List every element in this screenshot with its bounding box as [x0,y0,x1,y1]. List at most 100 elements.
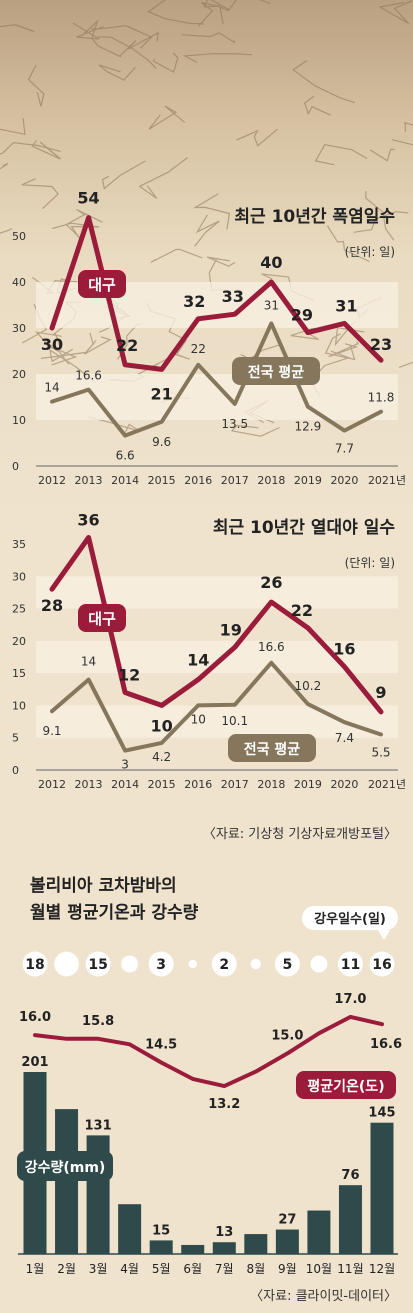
chart1-grid-bands [36,282,398,467]
rain-day-circle [274,951,300,977]
grid-band [36,576,398,609]
chart1-national-value: 22 [191,342,206,356]
chart2-x-tick: 2020 [330,778,358,791]
chart1-national-value: 16.6 [75,369,102,383]
chart2-daegu-value: 10 [151,716,173,735]
chart1-x-tick: 2014 [111,474,139,487]
temperature-value: 15.8 [82,1014,114,1029]
crack-line [182,53,253,64]
chart2-x-tick: 2013 [75,778,103,791]
precip-value: 15 [152,1223,170,1238]
crack-line [101,160,146,190]
chart1-daegu-value: 54 [77,189,99,208]
chart2-y-tick: 15 [12,667,26,680]
cracked-earth-photo [0,0,413,520]
temperature-value: 14.5 [145,1037,177,1052]
rain-day-value: 2 [219,957,229,973]
month-label: 5월 [152,1262,171,1276]
chart2-daegu-value: 28 [41,596,63,615]
month-axis: 1월 2월 3월 4월 5월 6월 7월 8월 9월 10월 11월 12월 [26,1262,396,1276]
chart1-daegu-value: 31 [335,296,357,315]
crack-line [203,0,224,25]
chart2-daegu-tag [78,604,126,632]
chart2-y-tick: 0 [12,764,19,777]
rain-day-value: 15 [88,957,107,973]
crack-line [206,256,236,267]
crack-line [391,122,413,146]
precip-bar [55,1109,79,1254]
crack-line [98,64,136,81]
crack-line [236,128,278,147]
month-label: 4월 [120,1262,139,1276]
crack-line [34,331,62,350]
chart2-grid-bands [36,576,398,771]
precip-legend-tag [17,1151,113,1181]
rain-day-value: 16 [372,957,391,973]
chart1-daegu-value: 29 [291,306,313,325]
temperature-line [33,1014,384,1089]
chart1-national-tag [232,357,320,385]
rain-day-circle [188,959,197,969]
crack-line [303,95,331,116]
chart1-national-value: 6.6 [116,449,135,463]
chart1-x-tick: 2021년 [368,474,406,487]
chart1-x-tick: 2017 [221,474,249,487]
chart2-y-tick: 30 [12,570,26,583]
chart2-x-tick: 2021년 [368,778,406,791]
temperature-legend: 평균기온(도) [296,1071,396,1099]
crack-line [369,148,395,162]
crack-line [80,19,122,58]
chart1-national-value: 12.9 [295,420,322,434]
crack-line [194,214,220,247]
crack-line [378,0,412,25]
temperature-polyline [33,1014,384,1089]
chart2-national-labels: 9.1 14 3 4.2 10 10.1 16.6 10.2 7.4 5.5 [42,640,390,772]
crack-line [72,22,104,40]
crack-line [324,333,356,361]
chart2-source: 〈자료: 기상청 기상자료개방포털〉 [203,827,397,842]
crack-line [138,157,188,199]
crack-line [147,0,205,25]
month-label: 11월 [337,1262,363,1276]
chart1-y-tick: 10 [12,414,26,427]
chart1-y-tick: 0 [12,460,19,473]
chart1-national-value: 31 [264,298,279,312]
precip-value: 131 [85,1118,112,1133]
chart2-unit-note: (단위: 일) [345,556,395,570]
rain-day-circle [148,951,174,977]
precip-bar [212,1242,236,1254]
precip-legend-label: 강수량(mm) [25,1159,106,1176]
crack-line [52,222,100,244]
rain-day-labels: 18 15 3 2 5 11 16 [25,957,391,973]
chart2-y-tick: 10 [12,699,26,712]
chart2-daegu-labels: 28 36 12 10 14 19 26 22 16 9 [41,511,387,736]
chart1-national-value: 7.7 [335,442,354,456]
chart1-y-tick: 30 [12,322,26,335]
crack-line [0,141,61,155]
chart2-y-tick: 35 [12,538,26,551]
chart2-national-tag [228,734,316,762]
precip-bar [118,1204,142,1254]
chart3-source: 〈자료: 클라이밋-데이터〉 [250,1289,397,1304]
chart1-x-tick: 2018 [257,474,285,487]
chart1-x-tick: 2016 [184,474,212,487]
chart2-x-tick: 2018 [257,778,285,791]
chart1-daegu-value: 21 [151,384,173,403]
chart2-x-axis: 2012 2013 2014 2015 2016 2017 2018 2019 … [38,778,406,791]
chart2-national-value: 3 [121,758,129,772]
chart1-y-tick: 50 [12,230,26,243]
chart2-legend-daegu: 대구 [78,604,126,632]
chart1-y-tick: 40 [12,276,26,289]
chart2-y-tick: 5 [12,732,19,745]
chart1-daegu-value: 22 [116,336,138,355]
chart2-national-value: 5.5 [371,745,390,759]
national-line [50,321,383,438]
crack-line [65,208,103,238]
temperature-legend-label: 평균기온(도) [307,1078,384,1095]
chart2-x-tick: 2014 [111,778,139,791]
crack-line [198,2,230,27]
chart2-national-value: 14 [81,655,96,669]
chart2-x-tick: 2016 [184,778,212,791]
